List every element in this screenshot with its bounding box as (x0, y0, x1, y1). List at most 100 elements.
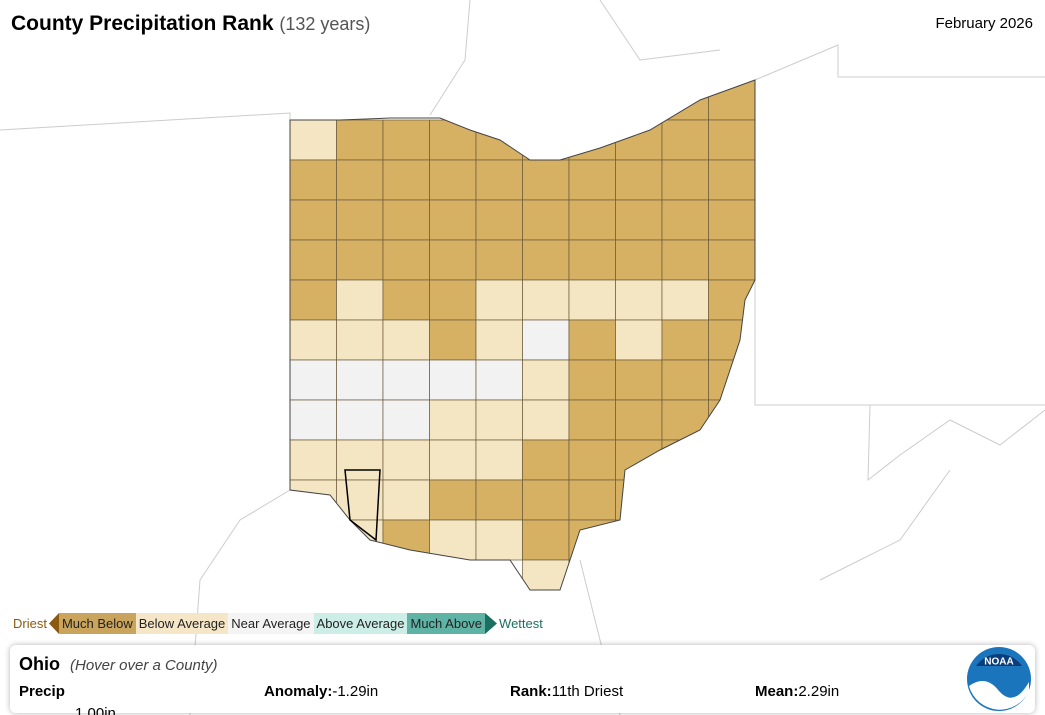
county[interactable] (336, 279, 384, 321)
county[interactable] (382, 319, 430, 361)
county[interactable] (708, 439, 756, 481)
county[interactable] (568, 159, 616, 201)
county[interactable] (382, 359, 430, 401)
county[interactable] (475, 359, 523, 401)
county[interactable] (336, 399, 384, 441)
county[interactable] (475, 479, 523, 521)
county[interactable] (661, 399, 709, 441)
county[interactable] (382, 399, 430, 441)
county[interactable] (568, 279, 616, 321)
county[interactable] (336, 439, 384, 481)
county[interactable] (522, 439, 570, 481)
county[interactable] (615, 199, 663, 241)
county[interactable] (429, 399, 477, 441)
county[interactable] (290, 319, 337, 361)
county[interactable] (708, 119, 756, 161)
county[interactable] (522, 519, 570, 561)
county[interactable] (568, 479, 616, 521)
county[interactable] (290, 199, 337, 241)
county[interactable] (568, 359, 616, 401)
county[interactable] (290, 439, 337, 481)
county[interactable] (708, 279, 756, 321)
county[interactable] (429, 199, 477, 241)
county[interactable] (429, 359, 477, 401)
county[interactable] (661, 199, 709, 241)
county[interactable] (290, 159, 337, 201)
county[interactable] (429, 119, 477, 161)
county[interactable] (336, 479, 384, 521)
county[interactable] (661, 239, 709, 281)
county[interactable] (708, 80, 756, 121)
county[interactable] (429, 279, 477, 321)
county[interactable] (568, 319, 616, 361)
county[interactable] (382, 239, 430, 281)
county[interactable] (522, 479, 570, 521)
county[interactable] (475, 159, 523, 201)
county[interactable] (568, 439, 616, 481)
county[interactable] (615, 359, 663, 401)
county[interactable] (290, 479, 337, 521)
county[interactable] (522, 399, 570, 441)
county[interactable] (522, 159, 570, 201)
county[interactable] (708, 319, 756, 361)
county[interactable] (475, 439, 523, 481)
county[interactable] (615, 319, 663, 361)
county[interactable] (429, 159, 477, 201)
county[interactable] (615, 239, 663, 281)
county[interactable] (661, 80, 709, 121)
county[interactable] (661, 319, 709, 361)
county[interactable] (382, 119, 430, 161)
county[interactable] (429, 519, 477, 561)
county[interactable] (475, 199, 523, 241)
county[interactable] (615, 159, 663, 201)
county[interactable] (382, 479, 430, 521)
county[interactable] (661, 279, 709, 321)
county[interactable] (522, 199, 570, 241)
county[interactable] (522, 559, 570, 600)
county[interactable] (615, 279, 663, 321)
county[interactable] (475, 399, 523, 441)
county[interactable] (475, 319, 523, 361)
county[interactable] (429, 239, 477, 281)
county[interactable] (661, 359, 709, 401)
county[interactable] (475, 519, 523, 561)
county[interactable] (661, 159, 709, 201)
county[interactable] (336, 119, 384, 161)
county[interactable] (336, 159, 384, 201)
county[interactable] (661, 119, 709, 161)
county[interactable] (290, 279, 337, 321)
county[interactable] (568, 239, 616, 281)
county[interactable] (568, 199, 616, 241)
county[interactable] (382, 199, 430, 241)
county[interactable] (708, 159, 756, 201)
county[interactable] (522, 239, 570, 281)
county[interactable] (568, 119, 616, 161)
county[interactable] (429, 319, 477, 361)
county[interactable] (382, 439, 430, 481)
county[interactable] (522, 119, 570, 161)
county[interactable] (708, 199, 756, 241)
county[interactable] (475, 239, 523, 281)
county[interactable] (290, 359, 337, 401)
county[interactable] (290, 239, 337, 281)
county[interactable] (568, 519, 616, 561)
county[interactable] (290, 119, 337, 161)
county[interactable] (568, 399, 616, 441)
county[interactable] (382, 279, 430, 321)
county[interactable] (336, 359, 384, 401)
county[interactable] (475, 279, 523, 321)
county[interactable] (522, 279, 570, 321)
county[interactable] (336, 239, 384, 281)
county[interactable] (290, 399, 337, 441)
county[interactable] (522, 359, 570, 401)
county[interactable] (429, 479, 477, 521)
county[interactable] (382, 159, 430, 201)
county[interactable] (336, 199, 384, 241)
county[interactable] (429, 439, 477, 481)
county[interactable] (615, 399, 663, 441)
county[interactable] (568, 559, 616, 600)
county[interactable] (615, 439, 663, 481)
county[interactable] (382, 519, 430, 561)
county[interactable] (522, 319, 570, 361)
county[interactable] (336, 319, 384, 361)
